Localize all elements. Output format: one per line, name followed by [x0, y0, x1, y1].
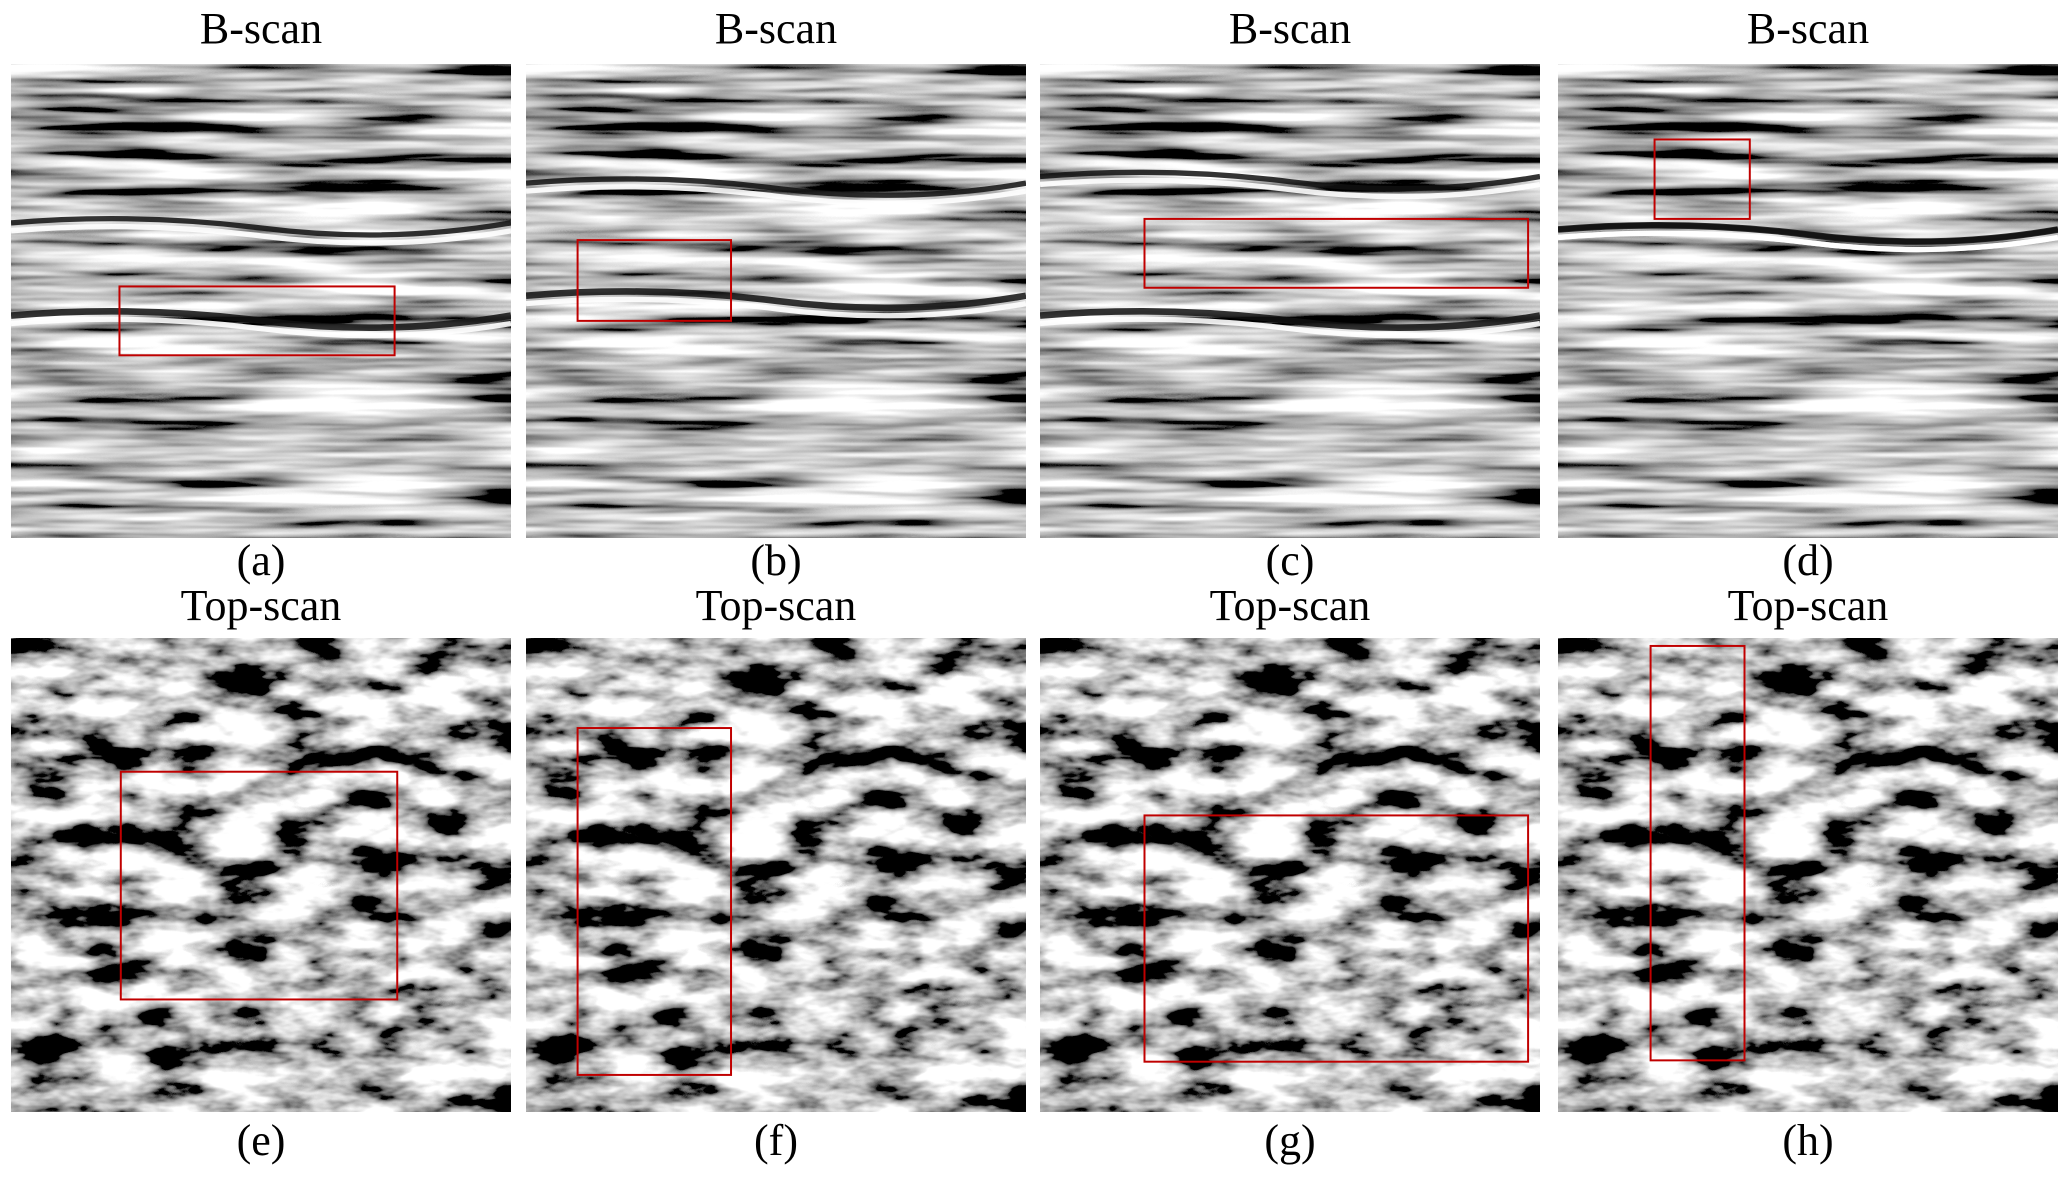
- scan-texture: [526, 638, 1026, 1112]
- scan-image: [1558, 638, 2058, 1112]
- panel-title: Top-scan: [696, 581, 857, 630]
- panel-caption: (h): [1782, 1116, 1833, 1165]
- reflection-light: [526, 184, 1026, 206]
- reflection-light: [1040, 177, 1540, 200]
- panel-title: Top-scan: [1210, 581, 1371, 630]
- panel-caption: (e): [237, 1116, 286, 1165]
- panel-caption: (b): [750, 536, 801, 585]
- reflection-dark: [1558, 221, 2058, 245]
- highlight-box: [1653, 138, 1751, 220]
- highlight-box: [1143, 814, 1530, 1063]
- panel-caption: (d): [1782, 536, 1833, 585]
- reflection-light: [1040, 316, 1540, 339]
- reflection-light: [11, 316, 511, 339]
- panel-title: Top-scan: [181, 581, 342, 630]
- reflection-dark: [526, 288, 1026, 312]
- scan-image: [11, 638, 511, 1112]
- reflection-dark: [11, 216, 511, 238]
- reflection-light: [11, 223, 511, 246]
- panel-title: Top-scan: [1728, 581, 1889, 630]
- highlight-box: [576, 727, 733, 1076]
- reflection-dark: [526, 176, 1026, 198]
- scan-texture: [1040, 638, 1540, 1112]
- panel-title: B-scan: [200, 4, 322, 53]
- scan-image: [11, 64, 511, 538]
- scan-image: [526, 64, 1026, 538]
- scan-texture: [11, 638, 511, 1112]
- highlight-box: [576, 239, 733, 322]
- highlight-box: [118, 285, 396, 357]
- highlight-box: [1649, 644, 1746, 1062]
- reflection-dark: [1040, 308, 1540, 331]
- panel-title: B-scan: [1229, 4, 1351, 53]
- panel-title: B-scan: [715, 4, 837, 53]
- scan-image: [1040, 638, 1540, 1112]
- reflection-dark: [1040, 169, 1540, 192]
- reflection-light: [526, 296, 1026, 319]
- scan-texture: [1558, 64, 2058, 538]
- highlight-box: [119, 770, 399, 1001]
- scan-texture: [1558, 638, 2058, 1112]
- scan-image: [1040, 64, 1540, 538]
- scan-texture: [11, 64, 511, 538]
- panel-caption: (a): [237, 536, 286, 585]
- panel-caption: (g): [1264, 1116, 1315, 1165]
- scan-image: [1558, 64, 2058, 538]
- panel-caption: (c): [1266, 536, 1315, 585]
- reflection-dark: [11, 308, 511, 331]
- panel-caption: (f): [754, 1116, 798, 1165]
- highlight-box: [1143, 217, 1530, 289]
- reflection-light: [1558, 230, 2058, 253]
- scan-image: [526, 638, 1026, 1112]
- scan-texture: [1040, 64, 1540, 538]
- panel-title: B-scan: [1747, 4, 1869, 53]
